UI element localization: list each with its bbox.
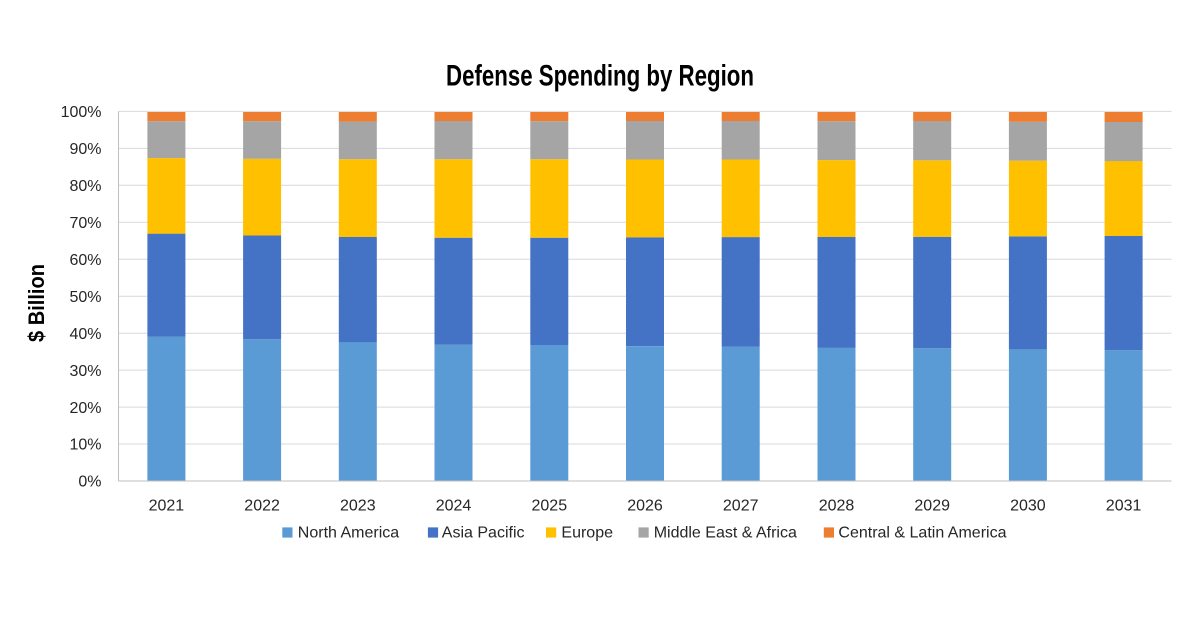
- svg-text:20%: 20%: [69, 400, 101, 417]
- svg-text:Defense Spending by Region: Defense Spending by Region: [446, 60, 754, 93]
- svg-text:2027: 2027: [723, 498, 759, 515]
- svg-text:0%: 0%: [78, 474, 101, 491]
- svg-text:10%: 10%: [69, 437, 101, 454]
- svg-text:2029: 2029: [914, 498, 950, 515]
- svg-text:2023: 2023: [340, 498, 376, 515]
- svg-text:60%: 60%: [69, 252, 101, 269]
- svg-text:Asia Pacific: Asia Pacific: [442, 525, 525, 542]
- svg-text:2031: 2031: [1106, 498, 1142, 515]
- svg-text:90%: 90%: [69, 141, 101, 158]
- svg-text:70%: 70%: [69, 215, 101, 232]
- svg-text:2028: 2028: [819, 498, 855, 515]
- svg-text:50%: 50%: [69, 289, 101, 306]
- svg-text:2022: 2022: [244, 498, 280, 515]
- svg-text:2025: 2025: [532, 498, 568, 515]
- svg-text:Middle East & Africa: Middle East & Africa: [654, 525, 797, 542]
- svg-text:40%: 40%: [69, 326, 101, 343]
- svg-text:100%: 100%: [61, 104, 102, 121]
- svg-text:$ Billion: $ Billion: [24, 264, 49, 342]
- svg-text:2021: 2021: [149, 498, 185, 515]
- svg-text:80%: 80%: [69, 178, 101, 195]
- svg-text:2024: 2024: [436, 498, 472, 515]
- svg-text:30%: 30%: [69, 363, 101, 380]
- svg-text:2026: 2026: [627, 498, 663, 515]
- svg-text:Central & Latin America: Central & Latin America: [838, 525, 1006, 542]
- svg-text:Europe: Europe: [561, 525, 613, 542]
- svg-text:2030: 2030: [1010, 498, 1046, 515]
- svg-text:North America: North America: [298, 525, 399, 542]
